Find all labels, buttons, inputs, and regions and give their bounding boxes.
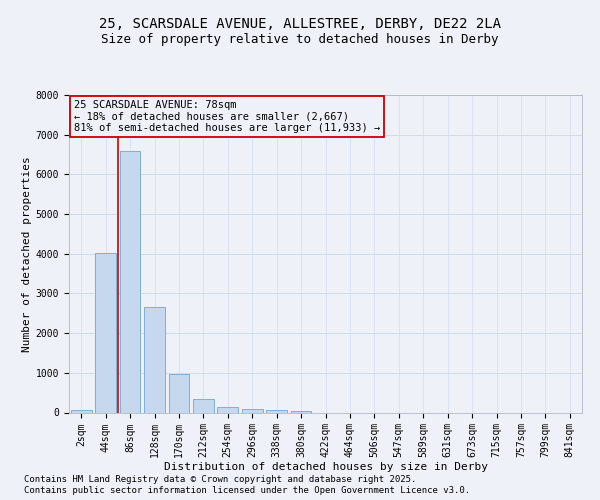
Y-axis label: Number of detached properties: Number of detached properties <box>22 156 32 352</box>
Bar <box>71 410 92 412</box>
Text: Contains public sector information licensed under the Open Government Licence v3: Contains public sector information licen… <box>24 486 470 495</box>
X-axis label: Distribution of detached houses by size in Derby: Distribution of detached houses by size … <box>163 462 487 471</box>
Text: 25, SCARSDALE AVENUE, ALLESTREE, DERBY, DE22 2LA: 25, SCARSDALE AVENUE, ALLESTREE, DERBY, … <box>99 18 501 32</box>
Bar <box>193 398 214 412</box>
Bar <box>95 253 116 412</box>
Bar <box>242 410 263 412</box>
Bar <box>217 407 238 412</box>
Bar <box>169 374 190 412</box>
Text: 25 SCARSDALE AVENUE: 78sqm
← 18% of detached houses are smaller (2,667)
81% of s: 25 SCARSDALE AVENUE: 78sqm ← 18% of deta… <box>74 100 380 133</box>
Bar <box>144 308 165 412</box>
Text: Contains HM Land Registry data © Crown copyright and database right 2025.: Contains HM Land Registry data © Crown c… <box>24 475 416 484</box>
Bar <box>266 410 287 412</box>
Bar <box>119 150 140 412</box>
Text: Size of property relative to detached houses in Derby: Size of property relative to detached ho… <box>101 32 499 46</box>
